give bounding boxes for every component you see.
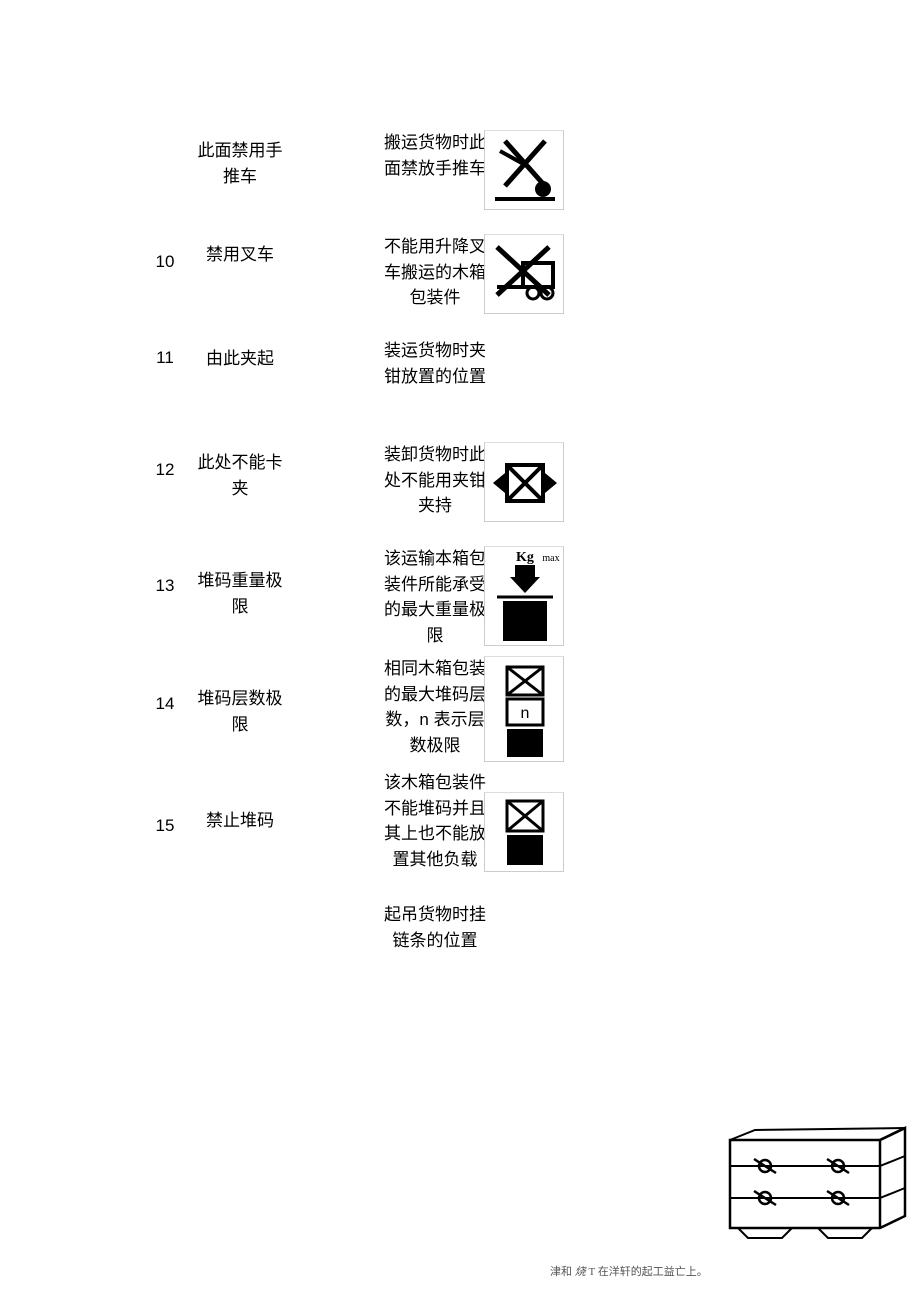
symbol-name: 禁止堆码 <box>190 770 290 834</box>
svg-text:max: max <box>542 553 559 564</box>
symbol-desc: 装运货物时夹钳放置的位置 <box>380 338 490 389</box>
table-row: 12 此处不能卡夹 装卸货物时此处不能用夹钳夹持 <box>140 442 590 522</box>
row-number: 12 <box>140 442 190 480</box>
symbol-desc: 相同木箱包装的最大堆码层数，n 表示层数极限 <box>380 656 490 758</box>
stack-layers-icon: n <box>484 656 564 762</box>
symbol-desc: 起吊货物时挂链条的位置 <box>380 902 490 953</box>
no-stack-icon <box>484 792 564 872</box>
row-number <box>140 130 190 148</box>
symbol-table: 此面禁用手推车 搬运货物时此面禁放手推车 10 禁用叉车 不能用升降叉车搬运的木… <box>140 130 590 977</box>
caption-text: 津和 烧 T 在洋轩的起工益亡上。 <box>550 1263 708 1279</box>
table-row: 11 由此夹起 装运货物时夹钳放置的位置 <box>140 338 590 418</box>
clamp-here-icon <box>484 338 564 418</box>
table-row: 起吊货物时挂链条的位置 <box>140 902 590 953</box>
no-clamp-icon <box>484 442 564 522</box>
row-number: 13 <box>140 546 190 596</box>
symbol-desc: 该木箱包装件不能堆码并且其上也不能放置其他负载 <box>380 770 490 872</box>
symbol-name: 此处不能卡夹 <box>190 442 290 501</box>
row-number: 10 <box>140 234 190 272</box>
table-row: 15 禁止堆码 该木箱包装件不能堆码并且其上也不能放置其他负载 <box>140 770 590 872</box>
symbol-name: 堆码重量极限 <box>190 546 290 619</box>
row-number: 11 <box>140 338 190 370</box>
crate-sling-illustration <box>720 1110 910 1250</box>
svg-text:Kg: Kg <box>516 550 534 565</box>
stack-weight-icon: Kg max <box>484 546 564 646</box>
row-number: 15 <box>140 770 190 836</box>
table-row: 此面禁用手推车 搬运货物时此面禁放手推车 <box>140 130 590 210</box>
symbol-desc: 装卸货物时此处不能用夹钳夹持 <box>380 442 490 519</box>
symbol-name: 堆码层数极限 <box>190 656 290 737</box>
symbol-name: 禁用叉车 <box>190 234 290 268</box>
row-number: 14 <box>140 656 190 714</box>
caption-p3: T 在洋轩的起工益亡上。 <box>586 1266 708 1278</box>
symbol-name <box>190 902 290 910</box>
symbol-desc: 不能用升降叉车搬运的木箱包装件 <box>380 234 490 311</box>
caption-p2: 烧 <box>575 1266 586 1278</box>
symbol-desc: 搬运货物时此面禁放手推车 <box>380 130 490 181</box>
table-row: 13 堆码重量极限 该运输本箱包装件所能承受的最大重量极限 Kg max <box>140 546 590 648</box>
row-number <box>140 902 190 920</box>
no-handtruck-icon <box>484 130 564 210</box>
symbol-desc: 该运输本箱包装件所能承受的最大重量极限 <box>380 546 490 648</box>
svg-text:n: n <box>521 705 530 722</box>
caption-p1: 津和 <box>550 1266 575 1278</box>
table-row: 10 禁用叉车 不能用升降叉车搬运的木箱包装件 <box>140 234 590 314</box>
symbol-name: 由此夹起 <box>190 338 290 372</box>
symbol-name: 此面禁用手推车 <box>190 130 290 189</box>
table-row: 14 堆码层数极限 相同木箱包装的最大堆码层数，n 表示层数极限 n <box>140 656 590 762</box>
no-forklift-icon <box>484 234 564 314</box>
